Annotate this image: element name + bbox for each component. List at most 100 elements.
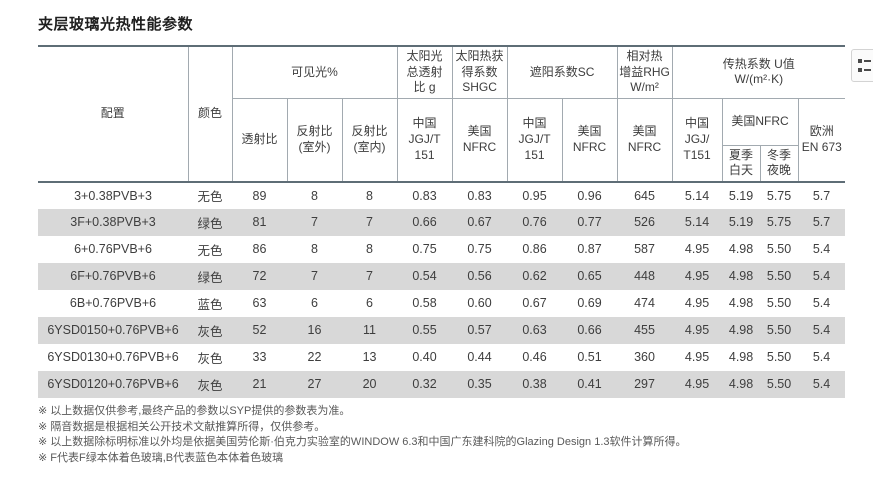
cell-sc-us-nfrc: 0.77 <box>562 208 618 236</box>
cell-reflectance-outdoor: 6 <box>311 296 318 311</box>
header-group-u-value: 传热系数 U值 W/(m²·K) <box>671 45 846 99</box>
cell-rhg-us-nfrc: 587 <box>634 242 655 257</box>
list-item-icon <box>858 68 873 72</box>
cell-g-cn-jgjt151: 0.54 <box>397 262 453 290</box>
header-reflectance-indoor: 反射比 (室内) <box>341 97 398 183</box>
cell-u-us-summer-day: 4.98 <box>728 296 754 311</box>
table-row: 6YSD0120+0.76PVB+6 灰色 21 27 20 0.32 0.35 0.38 0.… <box>38 370 846 398</box>
table-row: 3+0.38PVB+3 无色 89 8 8 0.83 0.83 0.95 0.96 645 5.14… <box>38 180 846 209</box>
cell-g-cn-jgjt151: 0.55 <box>397 316 453 344</box>
cell-reflectance-outdoor: 7 <box>287 208 342 236</box>
footnote: ※ 以上数据仅供参考,最终产品的参数以SYP提供的参数表为准。 <box>38 405 351 417</box>
header-sc-us-nfrc: 美国 NFRC <box>561 97 618 183</box>
cell-sc-cn-jgjt151: 0.46 <box>522 350 547 365</box>
cell-reflectance-indoor: 8 <box>366 242 373 257</box>
cell-shgc-us-nfrc: 0.56 <box>452 262 508 290</box>
cell-u-eu-en673: 5.7 <box>798 208 846 236</box>
cell-u-cn-jgjt151: 4.95 <box>684 350 710 365</box>
cell-shgc-us-nfrc: 0.44 <box>467 350 492 365</box>
cell-reflectance-indoor: 6 <box>366 296 373 311</box>
cell-u-cn-jgjt151: 5.14 <box>672 208 723 236</box>
cell-u-us-winter-night: 5.50 <box>766 296 792 311</box>
header-transmittance: 透射比 <box>231 97 288 183</box>
cell-u-us-winter-night: 5.75 <box>760 180 799 209</box>
cell-u-us-winter-night: 5.50 <box>766 350 792 365</box>
cell-g-cn-jgjt151: 0.66 <box>397 208 453 236</box>
cell-u-cn-jgjt151: 4.95 <box>672 262 723 290</box>
floating-side-widget[interactable] <box>851 49 873 82</box>
cell-u-us-winter-night: 5.75 <box>760 208 799 236</box>
header-g-cn-jgjt151: 中国 JGJ/T 151 <box>396 97 453 183</box>
cell-u-eu-en673: 5.4 <box>798 370 846 398</box>
cell-u-us-summer-day: 4.98 <box>722 370 761 398</box>
cell-shgc-us-nfrc: 0.83 <box>452 180 508 209</box>
cell-u-cn-jgjt151: 4.95 <box>684 242 710 257</box>
header-u-summer-day: 夏季 白天 <box>721 144 761 183</box>
header-sc-cn-jgjt151: 中国 JGJ/T 151 <box>506 97 563 183</box>
header-group-sc: 遮阳系数SC <box>506 45 618 99</box>
cell-rhg-us-nfrc: 448 <box>617 262 673 290</box>
cell-color: 无色 <box>197 243 223 258</box>
cell-color: 灰色 <box>197 351 223 366</box>
cell-u-us-winter-night: 5.50 <box>766 242 792 257</box>
cell-u-cn-jgjt151: 4.95 <box>672 370 723 398</box>
footnote: ※ F代表F绿本体着色玻璃,B代表蓝色本体着色玻璃 <box>38 451 284 464</box>
cell-u-eu-en673: 5.4 <box>812 296 831 311</box>
header-group-shgc: 太阳热获 得系数 SHGC <box>451 45 508 99</box>
list-item-icon <box>858 59 873 63</box>
header-group-rhg: 相对热 增益RHG W/m² <box>616 45 673 99</box>
cell-config: 6F+0.76PVB+6 <box>38 262 188 290</box>
cell-u-us-summer-day: 4.98 <box>728 350 754 365</box>
header-color: 颜色 <box>187 45 233 183</box>
cell-reflectance-indoor: 11 <box>342 316 398 344</box>
header-shgc-us-nfrc: 美国 NFRC <box>451 97 508 183</box>
cell-shgc-us-nfrc: 0.60 <box>467 296 492 311</box>
cell-reflectance-indoor: 7 <box>342 262 398 290</box>
header-u-winter-night: 冬季 夜晚 <box>759 144 799 183</box>
cell-config: 6B+0.76PVB+6 <box>69 296 157 311</box>
cell-reflectance-outdoor: 16 <box>287 316 342 344</box>
cell-sc-cn-jgjt151: 0.62 <box>507 262 563 290</box>
table-row: 6B+0.76PVB+6 蓝色 63 6 6 0.58 0.60 0.67 0.69 474 4.9… <box>38 290 845 317</box>
cell-config: 3F+0.38PVB+3 <box>38 208 188 236</box>
cell-shgc-us-nfrc: 0.67 <box>452 208 508 236</box>
table-row: 3F+0.38PVB+3 绿色 81 7 7 0.66 0.67 0.76 0.77 526 5.1… <box>38 208 846 236</box>
cell-u-us-summer-day: 4.98 <box>722 262 761 290</box>
header-config: 配置 <box>38 45 189 183</box>
cell-rhg-us-nfrc: 455 <box>617 316 673 344</box>
cell-config: 6YSD0130+0.76PVB+6 <box>47 350 179 365</box>
cell-reflectance-outdoor: 8 <box>311 242 318 257</box>
cell-color: 无色 <box>188 180 232 209</box>
header-u-eu-en673: 欧洲 EN 673 <box>797 97 846 183</box>
cell-g-cn-jgjt151: 0.75 <box>412 242 437 257</box>
cell-rhg-us-nfrc: 360 <box>634 350 655 365</box>
cell-sc-us-nfrc: 0.41 <box>562 370 618 398</box>
cell-rhg-us-nfrc: 474 <box>634 296 655 311</box>
header-group-visible-light: 可见光% <box>231 45 398 99</box>
table-body: 3+0.38PVB+3 无色 89 8 8 0.83 0.83 0.95 0.96 645 5.14… <box>38 180 846 398</box>
cell-sc-cn-jgjt151: 0.95 <box>507 180 563 209</box>
cell-reflectance-outdoor: 27 <box>287 370 342 398</box>
table-header: 配置 颜色 可见光% 太阳光 总透射 比 g 太阳热获 得系数 SHGC 遮阳系… <box>38 45 846 183</box>
cell-u-us-summer-day: 5.19 <box>722 208 761 236</box>
table-row: 6F+0.76PVB+6 绿色 72 7 7 0.54 0.56 0.62 0.65 448 4.9… <box>38 262 846 290</box>
cell-reflectance-outdoor: 8 <box>287 180 342 209</box>
cell-u-eu-en673: 5.4 <box>812 242 831 257</box>
cell-shgc-us-nfrc: 0.75 <box>467 242 492 257</box>
cell-u-cn-jgjt151: 4.95 <box>684 296 710 311</box>
cell-color: 灰色 <box>188 316 232 344</box>
cell-u-eu-en673: 5.7 <box>798 180 846 209</box>
cell-u-cn-jgjt151: 4.95 <box>672 316 723 344</box>
cell-visible-transmittance: 72 <box>232 262 287 290</box>
cell-sc-us-nfrc: 0.51 <box>577 350 602 365</box>
cell-sc-us-nfrc: 0.66 <box>562 316 618 344</box>
glass-performance-table: 配置 颜色 可见光% 太阳光 总透射 比 g 太阳热获 得系数 SHGC 遮阳系… <box>38 45 846 398</box>
cell-visible-transmittance: 86 <box>252 242 267 257</box>
cell-visible-transmittance: 81 <box>232 208 287 236</box>
cell-config: 6YSD0120+0.76PVB+6 <box>38 370 188 398</box>
header-u-cn-jgjt151: 中国 JGJ/ T151 <box>671 97 723 183</box>
cell-reflectance-outdoor: 22 <box>307 350 322 365</box>
cell-u-eu-en673: 5.4 <box>812 350 831 365</box>
cell-config: 3+0.38PVB+3 <box>38 180 188 209</box>
